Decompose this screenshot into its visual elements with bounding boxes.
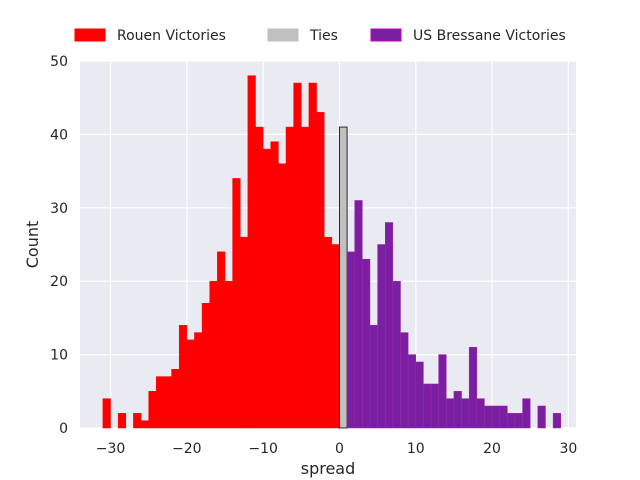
histogram-bar <box>186 339 195 429</box>
histogram-bar <box>163 376 172 429</box>
histogram-bar <box>537 405 546 429</box>
histogram-bar <box>323 236 333 429</box>
x-tick-label: 10 <box>407 441 425 457</box>
histogram-bar <box>484 405 493 429</box>
legend-item: US Bressane Victories <box>370 28 566 44</box>
histogram-bar <box>117 413 127 429</box>
histogram-bar <box>301 126 310 429</box>
y-tick-label: 40 <box>50 127 68 143</box>
histogram-bar <box>278 163 287 429</box>
histogram-bar <box>224 280 233 429</box>
histogram-bar <box>232 178 241 429</box>
legend-swatch <box>74 28 106 42</box>
histogram-bar <box>507 413 516 429</box>
histogram-bar <box>430 383 439 429</box>
histogram-bar <box>392 280 401 429</box>
histogram-bar <box>316 112 325 429</box>
histogram-bar <box>331 244 340 429</box>
histogram-bar <box>491 405 500 429</box>
histogram-bar <box>217 251 226 429</box>
histogram-bar <box>415 361 424 429</box>
histogram-bar <box>262 148 272 429</box>
legend-swatch <box>267 28 299 42</box>
legend-label: Ties <box>309 28 338 44</box>
histogram-bar <box>156 376 165 429</box>
histogram-bar <box>354 200 363 429</box>
histogram-bar <box>255 126 264 429</box>
y-tick-label: 50 <box>50 54 68 70</box>
y-tick-label: 0 <box>59 421 68 437</box>
histogram-bar <box>102 398 111 429</box>
histogram-bar <box>293 82 302 429</box>
x-axis-ticks: −30 −20 −10 0 10 20 30 <box>96 441 578 457</box>
histogram-bar <box>552 413 561 429</box>
histogram-bar <box>423 383 432 429</box>
legend-item: Rouen Victories <box>74 28 226 44</box>
legend: Rouen Victories Ties US Bressane Victories <box>74 28 566 44</box>
y-tick-label: 10 <box>50 348 68 364</box>
y-tick-label: 30 <box>50 201 68 217</box>
histogram-bar <box>476 398 485 429</box>
histogram-bar <box>140 420 149 429</box>
legend-label: US Bressane Victories <box>413 28 566 44</box>
histogram-bar <box>461 398 470 429</box>
legend-item: Ties <box>267 28 338 44</box>
x-tick-label: −20 <box>172 441 202 457</box>
histogram-bar <box>339 126 348 429</box>
x-axis-label: spread <box>301 459 356 478</box>
histogram-bar <box>400 332 409 429</box>
histogram-bar <box>377 244 386 429</box>
histogram-bar <box>468 347 478 429</box>
histogram-bar <box>346 251 355 429</box>
histogram-bar <box>194 332 203 429</box>
histogram-bar <box>133 413 142 429</box>
histogram-bar <box>446 398 455 429</box>
bars <box>102 75 561 429</box>
histogram-bar <box>499 405 508 429</box>
histogram-bar <box>514 413 523 429</box>
histogram-bar <box>285 126 294 429</box>
histogram-bar <box>270 141 279 429</box>
histogram-bar <box>438 354 447 429</box>
histogram-bar <box>362 258 371 429</box>
x-tick-label: 0 <box>335 441 344 457</box>
histogram-bar <box>247 75 256 429</box>
x-tick-label: −30 <box>96 441 126 457</box>
y-tick-label: 20 <box>50 274 68 290</box>
histogram-bar <box>171 369 180 429</box>
y-axis-label: Count <box>23 221 42 269</box>
histogram-bar <box>308 82 317 429</box>
histogram-bar <box>209 280 218 429</box>
histogram-bar <box>369 324 378 429</box>
x-tick-label: −10 <box>248 441 278 457</box>
y-axis-ticks: 0 10 20 30 40 50 <box>50 54 68 437</box>
histogram-bar <box>148 391 157 429</box>
histogram-bar <box>178 324 188 429</box>
histogram-bar <box>522 398 531 429</box>
legend-label: Rouen Victories <box>117 28 226 44</box>
histogram-bar <box>384 222 394 429</box>
histogram-bar <box>407 354 417 429</box>
histogram-bar <box>239 236 249 429</box>
histogram-bar <box>453 391 462 429</box>
histogram-bar <box>201 302 210 429</box>
x-tick-label: 20 <box>483 441 501 457</box>
x-tick-label: 30 <box>559 441 577 457</box>
legend-swatch <box>370 28 402 42</box>
